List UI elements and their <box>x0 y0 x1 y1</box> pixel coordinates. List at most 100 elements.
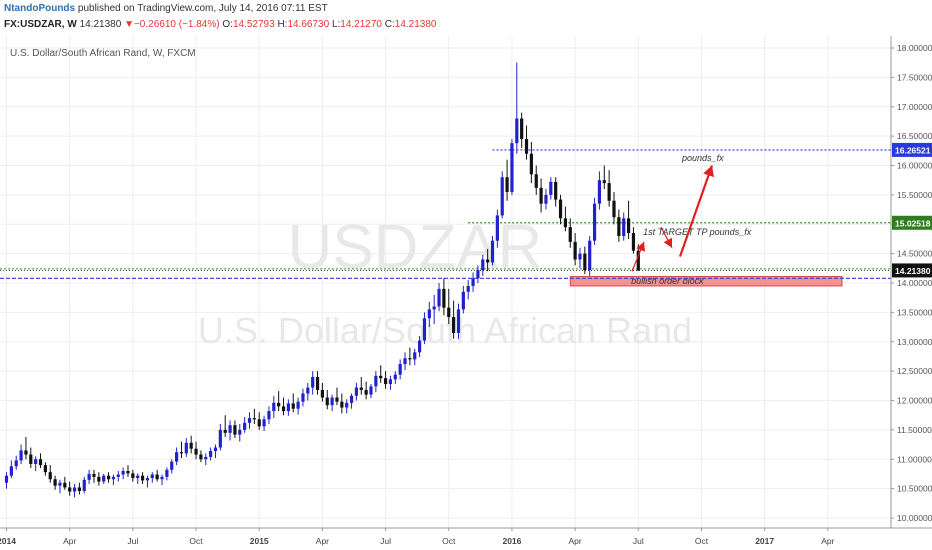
candle-body-up <box>461 291 465 310</box>
ohlc-line: FX:USDZAR, W 14.21380 ▼−0.26610 (−1.84%)… <box>4 19 437 30</box>
time-tick-label: 2017 <box>755 536 774 546</box>
time-tick-label: Jul <box>127 536 138 546</box>
arrow-down-head <box>663 237 672 248</box>
open-label: O: <box>222 19 233 30</box>
candle-body-down <box>233 425 237 435</box>
time-tick-label: 2015 <box>250 536 269 546</box>
candle-body-up <box>393 374 397 380</box>
price-tick-label: 15.50000 <box>897 190 932 200</box>
candle-body-down <box>636 250 640 271</box>
candle-body-down <box>442 288 446 308</box>
time-tick-label: 2014 <box>0 536 16 546</box>
candle-body-down <box>43 465 47 473</box>
publish-line: NtandoPounds published on TradingView.co… <box>4 3 328 14</box>
chart-header: NtandoPounds published on TradingView.co… <box>0 0 932 36</box>
candle-body-up <box>490 240 495 263</box>
price-tick-label: 10.00000 <box>897 513 932 523</box>
candle-body-down <box>505 177 509 192</box>
time-axis[interactable]: 2014 Apr Jul Oct 2015 Apr Jul Oct 2016 Apr Jul Oct 2… <box>0 528 835 546</box>
candle-body-down <box>612 200 616 218</box>
candle-body-up <box>549 181 553 195</box>
candle-body-down <box>563 218 567 228</box>
candle-body-down <box>626 218 631 234</box>
candle-body-down <box>520 118 524 140</box>
candle-body-down <box>447 307 451 318</box>
time-tick-label: Apr <box>569 536 582 546</box>
price-tick-label: 12.00000 <box>897 396 932 406</box>
candle-body-down <box>325 397 329 406</box>
candle-body-up <box>578 253 582 260</box>
candle-body-down <box>291 403 295 409</box>
time-tick-label: Jul <box>633 536 644 546</box>
candle-body-down <box>277 402 281 407</box>
author-name[interactable]: NtandoPounds <box>4 3 76 14</box>
candle-body-down <box>189 442 193 449</box>
candle-body-up <box>418 340 422 353</box>
candle-body-down <box>539 187 543 204</box>
candle-body-down <box>257 419 261 427</box>
price-tick-label: 18.00000 <box>897 43 932 53</box>
price-tick-label: 17.50000 <box>897 72 932 82</box>
candle-body-up <box>102 475 106 482</box>
candle-body-up <box>116 474 120 477</box>
candle-body-up <box>432 306 436 310</box>
chart-background <box>0 36 932 550</box>
candle-body-up <box>456 309 461 333</box>
price-tick-label: 11.50000 <box>897 425 932 435</box>
symbol-label[interactable]: FX:USDZAR, W <box>4 19 77 30</box>
chart-title: U.S. Dollar/South African Rand, W, FXCM <box>10 48 196 59</box>
chart-area[interactable]: USDZAR U.S. Dollar/South African Rand bu… <box>0 36 932 550</box>
order-block-zone[interactable] <box>569 276 843 287</box>
candle-body-down <box>554 181 558 200</box>
candle-body-down <box>631 233 636 251</box>
candle-body-up <box>306 387 310 394</box>
candle-body-down <box>340 401 344 408</box>
grid-lines <box>0 36 891 528</box>
time-tick-label: Apr <box>821 536 834 546</box>
candle-body-up <box>204 456 208 460</box>
candle-body-up <box>209 451 213 457</box>
candle-body-down <box>199 454 203 460</box>
candle-body-up <box>403 358 407 365</box>
candle-body-up <box>145 478 150 481</box>
candle-body-down <box>48 472 52 480</box>
candle-body-up <box>398 364 402 375</box>
published-text: published on TradingView.com, July 14, 2… <box>77 3 328 14</box>
candle-body-up <box>34 459 38 464</box>
close-label: C: <box>384 19 395 30</box>
candle-body-up <box>296 401 300 409</box>
candle-body-down <box>529 153 533 175</box>
candle-body-up <box>136 475 140 479</box>
candle-body-up <box>272 402 276 412</box>
candle-body-down <box>452 317 456 333</box>
last-price-tag-bg <box>892 263 932 278</box>
candle-body-up <box>466 285 470 292</box>
candle-body-down <box>252 418 256 420</box>
price-tick-label: 16.00000 <box>897 161 932 171</box>
change-arrow: ▼ <box>124 19 134 30</box>
candle-body-down <box>364 389 368 395</box>
candle-body-up <box>311 377 315 388</box>
candle-body-down <box>29 454 33 464</box>
candle-body-up <box>388 379 393 385</box>
candle-body-down <box>38 459 43 466</box>
candle-body-up <box>165 469 169 477</box>
price-tick-label: 13.50000 <box>897 307 932 317</box>
candle-body-up <box>427 309 431 319</box>
candle-body-up <box>82 479 86 491</box>
watermark-name: U.S. Dollar/South African Rand <box>198 310 692 351</box>
change-value: −0.26610 (−1.84%) <box>133 19 220 30</box>
candle-body-down <box>106 475 111 480</box>
low-value: 14.21270 <box>340 19 382 30</box>
candle-body-down <box>408 358 412 360</box>
candle-body-down <box>92 473 96 477</box>
candle-body-up <box>4 475 9 483</box>
candle-body-up <box>14 460 18 467</box>
candle-body-up <box>592 203 597 241</box>
candle-body-down <box>126 471 130 474</box>
candle-body-down <box>524 139 529 154</box>
low-label: L: <box>331 19 341 30</box>
price-tick-label: 14.50000 <box>897 249 932 259</box>
candle-body-up <box>175 452 179 462</box>
candle-body-up <box>150 474 154 479</box>
